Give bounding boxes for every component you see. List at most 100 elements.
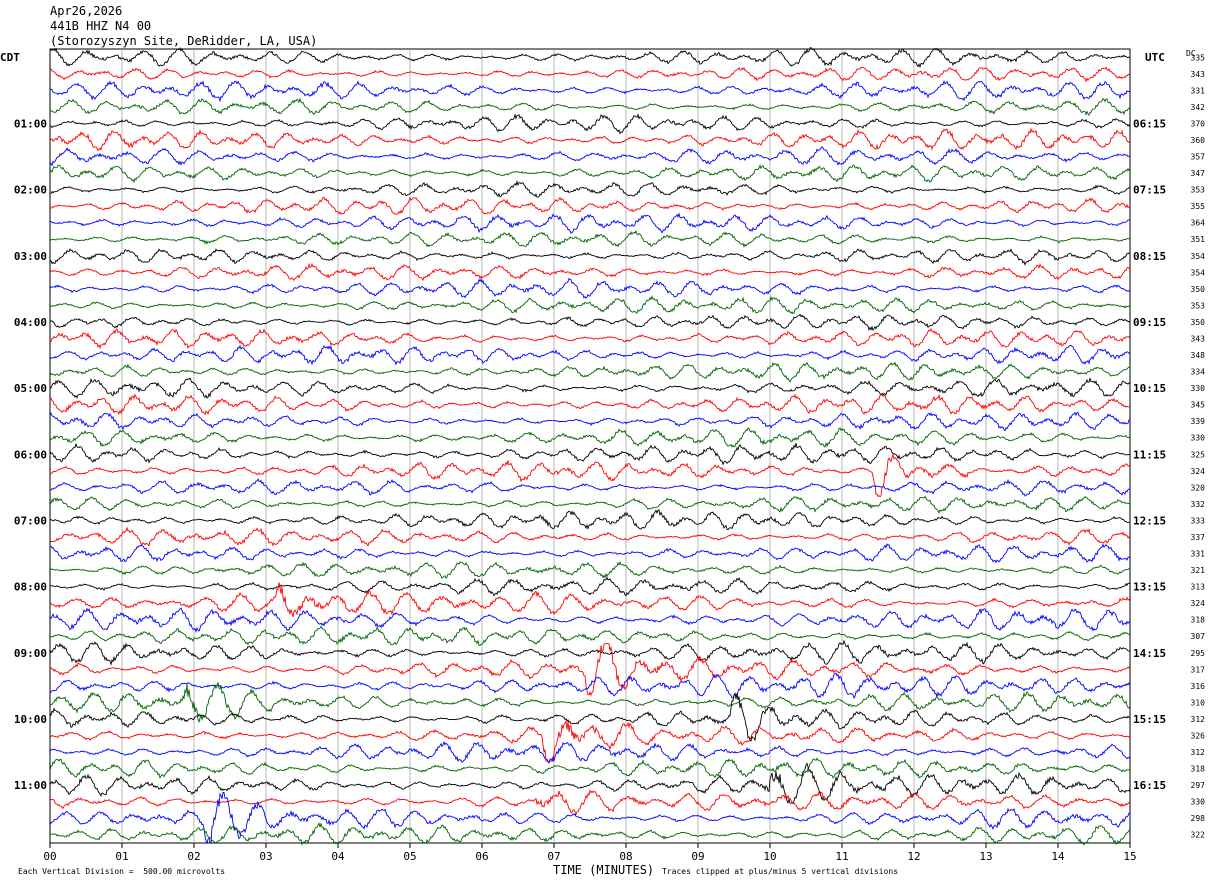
seismic-trace: [49, 79, 1131, 103]
minute-gridlines: [49, 48, 1131, 844]
x-tick-label: 07: [547, 850, 560, 863]
seismic-trace: [49, 127, 1131, 152]
seismic-trace: [49, 643, 1131, 697]
right-hour-label: 14:15: [1133, 647, 1166, 660]
left-timezone-label: CDT: [0, 51, 20, 64]
dc-value: 312: [1191, 715, 1206, 724]
dc-value: 339: [1191, 417, 1206, 426]
dc-value: 307: [1191, 632, 1206, 641]
dc-value: 335: [1191, 53, 1206, 62]
x-tick-label: 06: [475, 850, 488, 863]
seismic-trace: [49, 295, 1131, 315]
seismic-trace: [49, 46, 1131, 69]
dc-value: 353: [1191, 301, 1206, 310]
seismic-trace: [49, 146, 1130, 167]
dc-value: 324: [1191, 467, 1206, 476]
dc-value: 330: [1191, 798, 1206, 807]
header-site: (Storozyszyn Site, DeRidder, LA, USA): [50, 34, 318, 48]
left-hour-label: 11:00: [14, 779, 47, 792]
right-timezone-label: UTC: [1145, 51, 1165, 64]
seismic-trace: [50, 478, 1131, 497]
seismic-trace: [49, 757, 1131, 779]
seismic-trace: [49, 376, 1131, 399]
dc-value: 322: [1191, 831, 1206, 840]
seismic-trace: [49, 452, 1131, 498]
x-tick-label: 15: [1123, 850, 1136, 863]
x-tick-label: 00: [43, 850, 56, 863]
x-tick-label: 08: [619, 850, 632, 863]
seismic-trace: [49, 526, 1131, 547]
hour-labels: 01:00 02:00 03:00 04:00 05:00 06:00 07:00 08:00…: [14, 117, 1166, 792]
right-hour-label: 09:15: [1133, 316, 1166, 329]
left-hour-label: 06:00: [14, 448, 47, 461]
dc-value: 354: [1191, 252, 1206, 261]
dc-value: 343: [1191, 70, 1206, 79]
left-hour-label: 08:00: [14, 581, 47, 594]
dc-value: 326: [1191, 731, 1206, 740]
seismic-trace: [49, 164, 1131, 184]
seismic-traces: [49, 46, 1131, 846]
dc-value: 318: [1191, 765, 1206, 774]
seismic-trace: [49, 792, 1131, 845]
seismic-trace: [49, 344, 1131, 366]
x-tick-label: 02: [187, 850, 200, 863]
x-tick-label: 14: [1051, 850, 1065, 863]
dc-value: 353: [1191, 186, 1206, 195]
seismic-trace: [49, 576, 1131, 597]
dc-header: DC: [1186, 49, 1196, 58]
dc-value: 355: [1191, 202, 1206, 211]
seismic-trace: [49, 789, 1131, 816]
dc-value: 348: [1191, 351, 1206, 360]
time-axis: 00 01 02 03 04 05 06 07 08 09 10 11 12 13 14 15: [43, 843, 1137, 863]
seismic-trace: [49, 113, 1131, 135]
dc-value: 297: [1191, 781, 1206, 790]
seismic-trace: [49, 762, 1131, 805]
right-hour-label: 07:15: [1133, 184, 1166, 197]
seismic-trace: [49, 509, 1131, 531]
right-hour-label: 08:15: [1133, 250, 1166, 263]
seismic-trace: [49, 248, 1130, 266]
x-tick-label: 09: [691, 850, 704, 863]
header-date: Apr26,2026: [50, 4, 123, 18]
x-tick-label: 04: [331, 850, 345, 863]
right-hour-label: 06:15: [1133, 117, 1166, 130]
plot-frame: [49, 48, 1131, 844]
seismic-trace: [49, 393, 1131, 416]
dc-value: 316: [1191, 682, 1206, 691]
x-tick-label: 12: [907, 850, 920, 863]
right-hour-label: 16:15: [1133, 779, 1166, 792]
dc-value: 325: [1191, 450, 1206, 459]
seismic-trace: [49, 212, 1131, 234]
left-hour-label: 05:00: [14, 382, 47, 395]
right-hour-label: 15:15: [1133, 713, 1166, 726]
dc-value: 354: [1191, 268, 1206, 277]
seismic-trace: [49, 427, 1131, 448]
seismic-trace: [49, 411, 1131, 432]
seismic-trace: [49, 582, 1131, 617]
dc-value: 320: [1191, 483, 1206, 492]
dc-value: 342: [1191, 103, 1206, 112]
dc-value: 332: [1191, 500, 1206, 509]
dc-value: 360: [1191, 136, 1206, 145]
dc-value: 364: [1191, 219, 1206, 228]
seismic-trace: [49, 262, 1131, 282]
x-tick-label: 13: [979, 850, 992, 863]
seismic-trace: [49, 682, 1131, 724]
seismic-trace: [49, 607, 1131, 634]
dc-value: 298: [1191, 814, 1206, 823]
seismic-trace: [49, 543, 1131, 564]
seismic-trace: [49, 66, 1131, 83]
dc-value: 350: [1191, 285, 1206, 294]
seismic-trace: [49, 691, 1131, 742]
x-tick-label: 05: [403, 850, 416, 863]
dc-value: 347: [1191, 169, 1206, 178]
division-note: Each Vertical Division = 500.00 microvol…: [18, 867, 226, 876]
dc-value: 331: [1191, 86, 1206, 95]
seismic-trace: [49, 229, 1131, 248]
left-hour-label: 07:00: [14, 514, 47, 527]
dc-value: 370: [1191, 119, 1206, 128]
seismic-trace: [49, 560, 1131, 580]
dc-value: 312: [1191, 748, 1206, 757]
seismic-trace: [49, 442, 1131, 466]
left-hour-label: 02:00: [14, 184, 47, 197]
